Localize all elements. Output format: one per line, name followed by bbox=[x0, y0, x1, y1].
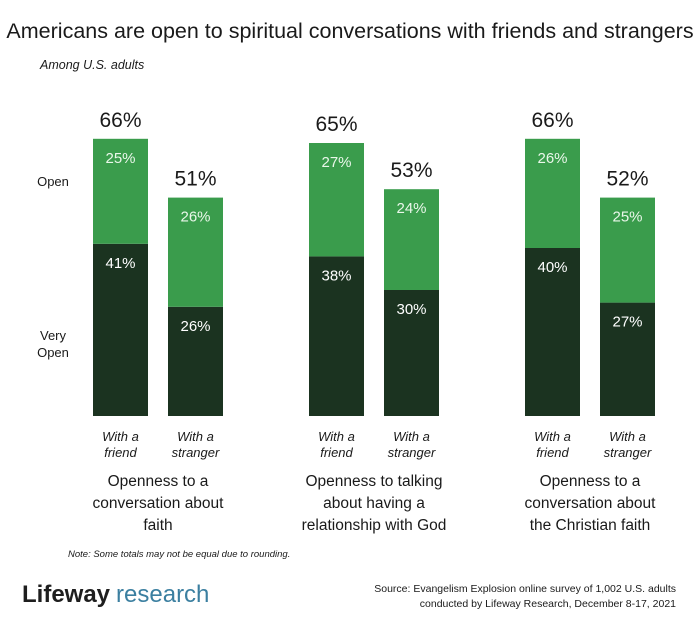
label-very-open-g1-b0: 38% bbox=[321, 267, 351, 284]
category-label-g1-b0-l0: With a bbox=[318, 429, 355, 444]
label-total-g2-b0: 66% bbox=[531, 109, 573, 132]
label-very-open-g2-b1: 27% bbox=[612, 314, 642, 331]
group-label-g2-l0: Openness to a bbox=[540, 473, 641, 490]
label-open-g0-b1: 26% bbox=[180, 209, 210, 226]
logo-sub: research bbox=[116, 581, 209, 608]
category-label-g2-b0-l1: friend bbox=[536, 445, 569, 460]
label-very-open-g1-b1: 30% bbox=[396, 301, 426, 318]
bar-very-open-g2-b1 bbox=[600, 302, 655, 416]
group-label-g0-l1: conversation about bbox=[93, 495, 225, 512]
category-label-g1-b0-l1: friend bbox=[320, 445, 353, 460]
category-label-g0-b1-l1: stranger bbox=[172, 445, 220, 460]
label-very-open-g2-b0: 40% bbox=[537, 259, 567, 276]
bar-open-g2-b0 bbox=[525, 138, 580, 248]
bar-open-g0-b1 bbox=[168, 197, 223, 307]
category-label-g2-b0-l0: With a bbox=[534, 429, 571, 444]
label-open-g0-b0: 25% bbox=[105, 150, 135, 167]
group-label-g1-l2: relationship with God bbox=[302, 517, 447, 534]
chart-title: Americans are open to spiritual conversa… bbox=[6, 19, 693, 43]
group-label-g0-l0: Openness to a bbox=[108, 473, 209, 490]
bar-open-g0-b0 bbox=[93, 138, 148, 244]
label-very-open-g0-b1: 26% bbox=[180, 318, 210, 335]
label-total-g2-b1: 52% bbox=[606, 168, 648, 191]
bar-very-open-g0-b0 bbox=[93, 243, 148, 416]
footnote: Note: Some totals may not be equal due t… bbox=[68, 549, 290, 560]
chart-subtitle: Among U.S. adults bbox=[39, 58, 144, 72]
bar-very-open-g0-b1 bbox=[168, 306, 223, 416]
bar-open-g1-b1 bbox=[384, 189, 439, 290]
group-label-g2-l2: the Christian faith bbox=[530, 517, 651, 534]
bar-very-open-g1-b0 bbox=[309, 256, 364, 416]
legend-very-open-line2: Open bbox=[37, 345, 69, 360]
category-label-g0-b0-l0: With a bbox=[102, 429, 139, 444]
legend-very-open-line1: Very bbox=[40, 328, 67, 343]
label-total-g0-b0: 66% bbox=[99, 109, 141, 132]
group-label-g0-l2: faith bbox=[143, 517, 172, 534]
category-label-g0-b0-l1: friend bbox=[104, 445, 137, 460]
bar-open-g1-b0 bbox=[309, 143, 364, 257]
category-label-g1-b1-l1: stranger bbox=[388, 445, 436, 460]
bar-very-open-g1-b1 bbox=[384, 290, 439, 416]
category-label-g2-b1-l0: With a bbox=[609, 429, 646, 444]
group-label-g2-l1: conversation about bbox=[525, 495, 657, 512]
label-total-g1-b1: 53% bbox=[390, 159, 432, 182]
label-open-g2-b1: 25% bbox=[612, 209, 642, 226]
logo-brand: Lifeway bbox=[22, 581, 111, 608]
legend-open: Open bbox=[37, 174, 69, 189]
category-label-g0-b1-l0: With a bbox=[177, 429, 214, 444]
group-label-g1-l0: Openness to talking bbox=[305, 473, 442, 490]
category-label-g2-b1-l1: stranger bbox=[604, 445, 652, 460]
label-total-g1-b0: 65% bbox=[315, 113, 357, 136]
bar-very-open-g2-b0 bbox=[525, 248, 580, 416]
bar-open-g2-b1 bbox=[600, 197, 655, 303]
label-open-g1-b0: 27% bbox=[321, 154, 351, 171]
group-label-g1-l1: about having a bbox=[323, 495, 425, 512]
category-label-g1-b1-l0: With a bbox=[393, 429, 430, 444]
label-open-g1-b1: 24% bbox=[396, 200, 426, 217]
label-open-g2-b0: 26% bbox=[537, 150, 567, 167]
logo: Lifeway research bbox=[22, 581, 209, 608]
source-line-2: conducted by Lifeway Research, December … bbox=[420, 598, 676, 610]
label-total-g0-b1: 51% bbox=[174, 168, 216, 191]
label-very-open-g0-b0: 41% bbox=[105, 255, 135, 272]
source-line-1: Source: Evangelism Explosion online surv… bbox=[374, 583, 676, 595]
